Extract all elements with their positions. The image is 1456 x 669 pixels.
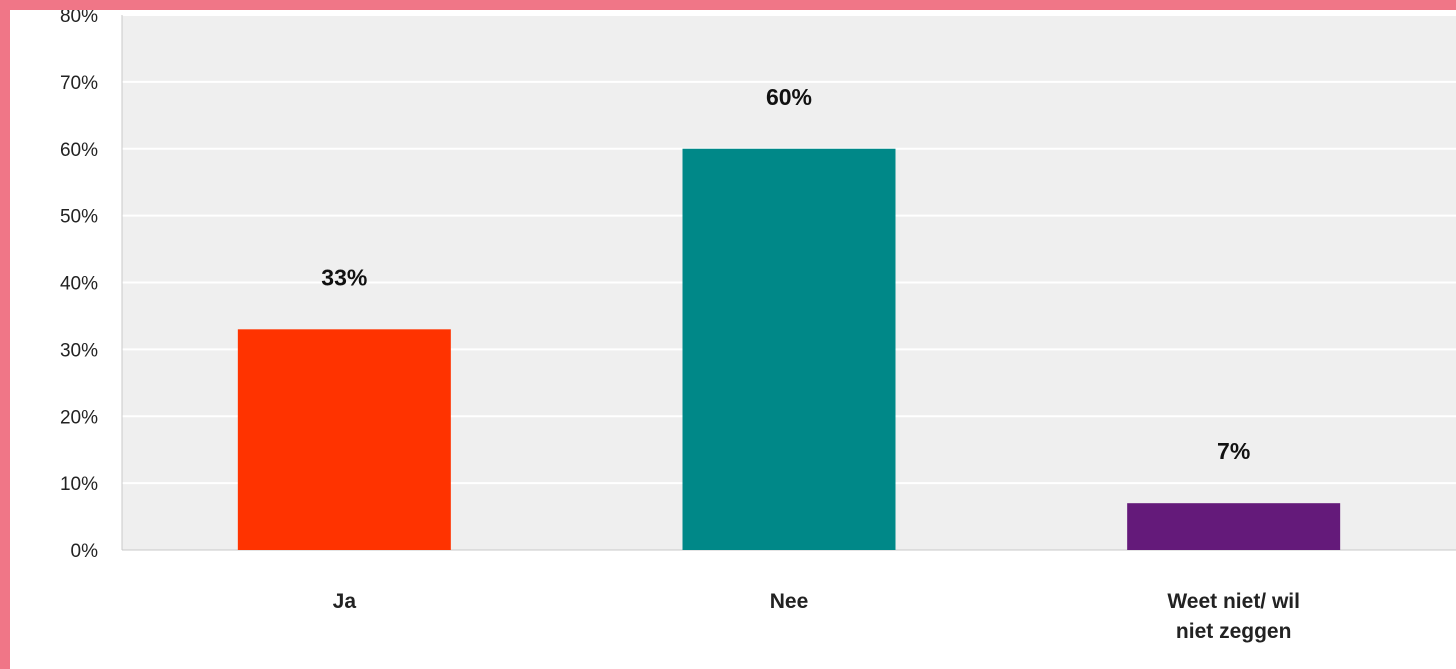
data-labels: 33% 60% 7%: [321, 84, 1250, 464]
data-label: 7%: [1217, 438, 1250, 464]
y-tick-label: 30%: [60, 340, 98, 361]
x-tick-label: Weet niet/ wil niet zeggen: [1167, 590, 1300, 643]
y-tick-label: 40%: [60, 274, 98, 295]
y-tick-label: 60%: [60, 140, 98, 161]
x-tick-label: Ja: [333, 590, 357, 613]
data-label: 60%: [766, 84, 812, 110]
bar: [682, 148, 896, 550]
y-tick-label: 80%: [60, 10, 98, 27]
x-tick-label-line: niet zeggen: [1176, 620, 1292, 643]
bars: [237, 148, 1341, 550]
y-tick-label: 20%: [60, 407, 98, 428]
x-tick-label: Nee: [770, 590, 809, 613]
category-labels: Ja Nee Weet niet/ wil niet zeggen: [333, 590, 1300, 643]
y-axis-ticks: 0% 10% 20% 30% 40% 50% 60% 70% 80%: [60, 10, 98, 562]
data-label: 33%: [321, 264, 367, 290]
y-tick-label: 10%: [60, 474, 98, 495]
y-tick-label: 0%: [71, 541, 99, 562]
bar: [237, 329, 451, 550]
bar-chart: 0% 10% 20% 30% 40% 50% 60% 70% 80% 33% 60% 7% Ja Ne…: [60, 10, 1456, 643]
chart-frame: 0% 10% 20% 30% 40% 50% 60% 70% 80% 33% 60% 7% Ja Ne…: [10, 10, 1456, 669]
x-tick-label-line: Nee: [770, 590, 809, 613]
x-tick-label-line: Ja: [333, 590, 357, 613]
y-tick-label: 70%: [60, 73, 98, 94]
bar: [1127, 503, 1341, 550]
y-tick-label: 50%: [60, 207, 98, 228]
x-tick-label-line: Weet niet/ wil: [1167, 590, 1300, 613]
